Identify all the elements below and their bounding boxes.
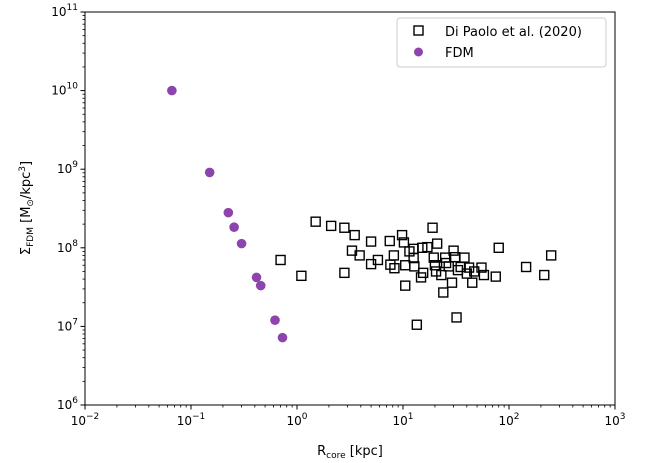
plot-area: [85, 12, 615, 405]
data-point-di-paolo: [448, 245, 459, 256]
data-point-di-paolo: [325, 220, 337, 232]
data-point-di-paolo: [539, 269, 550, 281]
data-point-di-paolo: [417, 267, 429, 279]
data-point-fdm: [223, 207, 234, 218]
data-point-di-paolo: [396, 229, 408, 241]
legend: Di Paolo et al. (2020) FDM: [396, 17, 607, 68]
data-point-di-paolo: [446, 277, 458, 288]
data-point-di-paolo: [436, 269, 447, 281]
data-point-fdm: [236, 238, 247, 249]
y-tick-label: 107: [57, 317, 78, 333]
data-point-fdm: [204, 167, 215, 178]
x-tick-label: 101: [392, 412, 413, 428]
data-point-fdm: [255, 280, 266, 291]
legend-label-fdm: FDM: [445, 46, 474, 61]
legend-marker-di-paolo: [413, 25, 424, 36]
y-tick-label: 1011: [51, 3, 78, 19]
data-point-fdm: [251, 272, 262, 283]
data-point-di-paolo: [459, 252, 470, 263]
legend-label-di-paolo: Di Paolo et al. (2020): [445, 25, 582, 40]
data-point-di-paolo: [422, 241, 433, 253]
data-point-di-paolo: [431, 238, 443, 249]
x-tick-label: 102: [498, 412, 519, 428]
x-tick-label: 10−2: [71, 412, 100, 428]
data-point-di-paolo: [349, 229, 360, 241]
x-tick-label: 103: [604, 412, 625, 428]
data-point-di-paolo: [384, 235, 395, 247]
data-point-di-paolo: [430, 266, 442, 277]
y-axis-label: ΣFDM [M⊙/kpc3]: [18, 161, 36, 255]
data-point-di-paolo: [490, 271, 501, 282]
data-point-di-paolo: [429, 260, 441, 271]
data-point-di-paolo: [398, 237, 410, 248]
data-point-di-paolo: [365, 236, 377, 247]
data-marks: [167, 85, 557, 343]
data-point-fdm: [167, 85, 177, 96]
data-point-di-paolo: [428, 252, 439, 263]
data-point-di-paolo: [461, 268, 473, 279]
data-point-di-paolo: [411, 319, 423, 330]
data-point-di-paolo: [545, 250, 557, 261]
data-point-di-paolo: [493, 242, 504, 254]
plot-frame: [84, 11, 616, 406]
data-point-fdm: [270, 315, 280, 325]
data-point-di-paolo: [388, 250, 400, 261]
data-point-di-paolo: [372, 254, 384, 266]
data-point-di-paolo: [400, 280, 411, 291]
y-tick-label: 106: [57, 396, 78, 412]
data-point-di-paolo: [339, 222, 350, 233]
x-axis-label: Rcore [kpc]: [317, 444, 383, 461]
data-point-di-paolo: [520, 261, 532, 273]
data-point-di-paolo: [427, 222, 438, 233]
data-point-di-paolo: [476, 262, 487, 273]
data-point-di-paolo: [440, 257, 452, 269]
data-point-di-paolo: [467, 277, 478, 288]
data-point-fdm: [277, 332, 288, 343]
x-tick-label: 100: [286, 412, 307, 428]
legend-marker-fdm: [414, 47, 423, 57]
data-point-di-paolo: [339, 267, 350, 279]
y-tick-label: 109: [57, 160, 78, 176]
y-tick-label: 108: [57, 239, 78, 255]
data-point-di-paolo: [275, 254, 286, 266]
data-point-di-paolo: [409, 261, 420, 272]
y-tick-label: 1010: [51, 82, 78, 98]
data-point-di-paolo: [354, 250, 365, 261]
x-tick-label: 10−1: [177, 412, 206, 428]
legend-box: [396, 17, 607, 68]
data-point-fdm: [229, 222, 239, 232]
data-point-di-paolo: [310, 216, 321, 227]
data-point-di-paolo: [296, 270, 307, 282]
data-point-di-paolo: [438, 287, 449, 298]
data-point-di-paolo: [389, 263, 400, 274]
data-point-di-paolo: [478, 269, 490, 281]
data-point-di-paolo: [451, 312, 462, 323]
